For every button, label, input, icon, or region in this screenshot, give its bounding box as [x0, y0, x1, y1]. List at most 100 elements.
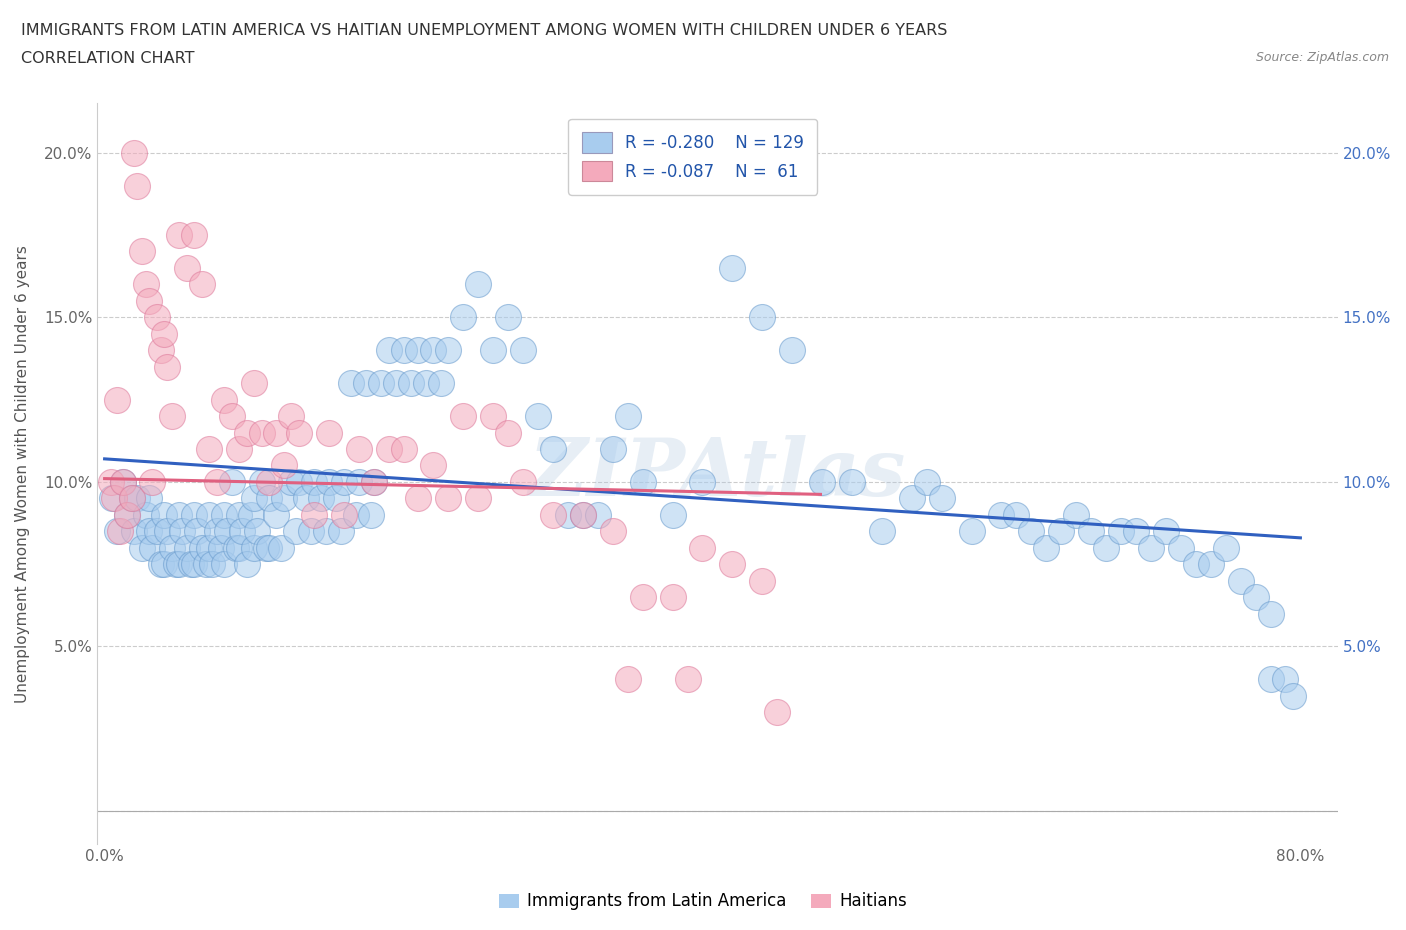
Point	[165, 557, 187, 572]
Point	[631, 474, 654, 489]
Point	[254, 540, 277, 555]
Point	[1215, 540, 1237, 555]
Point	[153, 557, 176, 572]
Point	[1260, 606, 1282, 621]
Point	[437, 491, 460, 506]
Point	[169, 508, 191, 523]
Point	[115, 508, 138, 523]
Point	[183, 508, 205, 523]
Point	[195, 557, 218, 572]
Point	[280, 408, 302, 423]
Point	[325, 491, 347, 506]
Point	[661, 590, 683, 604]
Point	[1154, 524, 1177, 538]
Point	[243, 540, 266, 555]
Point	[138, 524, 160, 538]
Point	[270, 540, 292, 555]
Point	[138, 293, 160, 308]
Point	[180, 557, 202, 572]
Point	[1050, 524, 1073, 538]
Point	[572, 508, 595, 523]
Point	[153, 508, 176, 523]
Point	[225, 540, 247, 555]
Point	[900, 491, 922, 506]
Point	[183, 228, 205, 243]
Point	[572, 508, 595, 523]
Point	[467, 491, 489, 506]
Point	[1125, 524, 1147, 538]
Point	[1274, 672, 1296, 687]
Point	[422, 458, 444, 472]
Point	[257, 474, 280, 489]
Point	[1080, 524, 1102, 538]
Point	[332, 508, 354, 523]
Point	[302, 508, 325, 523]
Point	[246, 524, 269, 538]
Point	[228, 540, 250, 555]
Point	[1229, 573, 1251, 588]
Point	[915, 474, 938, 489]
Point	[135, 277, 157, 292]
Point	[415, 376, 437, 391]
Point	[121, 491, 143, 506]
Point	[124, 145, 146, 160]
Point	[156, 524, 179, 538]
Point	[209, 540, 232, 555]
Point	[212, 508, 235, 523]
Point	[235, 425, 257, 440]
Point	[1260, 672, 1282, 687]
Point	[156, 359, 179, 374]
Point	[512, 474, 534, 489]
Point	[160, 540, 183, 555]
Text: ZIPAtlas: ZIPAtlas	[529, 435, 905, 512]
Point	[315, 524, 337, 538]
Point	[482, 343, 505, 358]
Point	[751, 573, 773, 588]
Point	[250, 474, 273, 489]
Point	[205, 474, 228, 489]
Point	[631, 590, 654, 604]
Point	[131, 244, 153, 259]
Point	[257, 491, 280, 506]
Point	[360, 508, 382, 523]
Point	[228, 442, 250, 457]
Point	[299, 524, 322, 538]
Point	[377, 442, 399, 457]
Point	[250, 425, 273, 440]
Point	[273, 458, 295, 472]
Point	[557, 508, 579, 523]
Point	[138, 491, 160, 506]
Point	[347, 442, 370, 457]
Point	[141, 474, 163, 489]
Point	[198, 442, 221, 457]
Point	[721, 557, 744, 572]
Point	[103, 491, 125, 506]
Point	[616, 408, 638, 423]
Point	[430, 376, 453, 391]
Point	[212, 392, 235, 407]
Point	[111, 474, 134, 489]
Point	[692, 540, 714, 555]
Point	[692, 474, 714, 489]
Point	[190, 277, 212, 292]
Point	[496, 425, 519, 440]
Point	[183, 557, 205, 572]
Point	[616, 672, 638, 687]
Point	[186, 524, 208, 538]
Point	[780, 343, 803, 358]
Point	[135, 508, 157, 523]
Point	[153, 326, 176, 341]
Point	[221, 474, 243, 489]
Point	[392, 442, 415, 457]
Y-axis label: Unemployment Among Women with Children Under 6 years: Unemployment Among Women with Children U…	[15, 245, 30, 702]
Point	[408, 343, 430, 358]
Point	[496, 310, 519, 325]
Point	[198, 540, 221, 555]
Point	[169, 557, 191, 572]
Point	[100, 474, 122, 489]
Point	[1184, 557, 1206, 572]
Legend: Immigrants from Latin America, Haitians: Immigrants from Latin America, Haitians	[492, 885, 914, 917]
Text: IMMIGRANTS FROM LATIN AMERICA VS HAITIAN UNEMPLOYMENT AMONG WOMEN WITH CHILDREN : IMMIGRANTS FROM LATIN AMERICA VS HAITIAN…	[21, 23, 948, 38]
Point	[392, 343, 415, 358]
Point	[280, 474, 302, 489]
